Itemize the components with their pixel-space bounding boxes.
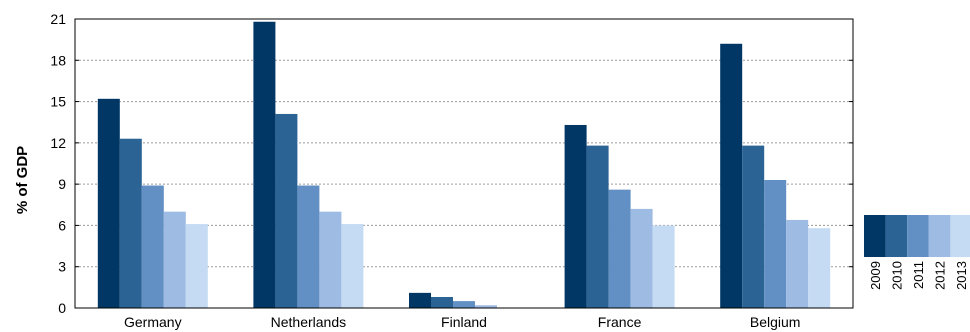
y-tick-label: 0 — [58, 300, 66, 316]
bar-netherlands-2011 — [297, 185, 320, 308]
legend-swatch-2013 — [950, 215, 970, 257]
bar-france-2012 — [630, 208, 653, 308]
bar-belgium-2011 — [764, 180, 787, 308]
bar-netherlands-2013 — [341, 224, 364, 308]
x-category-label: Belgium — [750, 314, 801, 330]
y-tick-label: 6 — [58, 217, 66, 233]
legend-swatch-2010 — [885, 215, 908, 257]
legend-swatch-2009 — [864, 215, 886, 257]
legend-swatch-2012 — [928, 215, 951, 257]
bar-germany-2011 — [141, 185, 164, 308]
x-category-label: Finland — [441, 314, 487, 330]
axes — [74, 18, 854, 309]
bar-germany-2009 — [97, 98, 120, 308]
bar-netherlands-2012 — [319, 211, 342, 308]
legend-label-2009: 2009 — [868, 261, 883, 290]
y-tick-label: 21 — [50, 11, 66, 27]
plot-frame — [74, 18, 854, 309]
legend: 2009 2010 2011 2012 2013 — [864, 215, 970, 290]
bar-finland-2012 — [475, 305, 497, 308]
y-tick-label: 9 — [58, 176, 66, 192]
bar-netherlands-2010 — [275, 113, 298, 308]
bar-germany-2012 — [163, 211, 186, 308]
x-category-label: France — [598, 314, 642, 330]
bar-belgium-2012 — [786, 219, 809, 308]
y-tick-label: 18 — [50, 52, 66, 68]
y-tick-label: 15 — [50, 94, 66, 110]
bar-belgium-2013 — [808, 228, 831, 308]
bar-france-2013 — [652, 225, 675, 308]
bar-france-2011 — [608, 189, 631, 308]
bar-france-2010 — [586, 145, 609, 308]
y-tick-labels: 0 3 6 9 12 15 18 21 — [50, 11, 66, 316]
bar-finland-2011 — [453, 301, 475, 308]
bar-finland-2009 — [409, 292, 431, 308]
legend-label-2010: 2010 — [889, 261, 904, 290]
y-axis-label: % of GDP — [14, 146, 31, 214]
bar-netherlands-2009 — [253, 21, 276, 308]
x-category-labels: Germany Netherlands Finland France Belgium — [124, 314, 800, 330]
legend-label-2013: 2013 — [954, 261, 969, 290]
legend-label-2012: 2012 — [933, 261, 948, 290]
bar-belgium-2010 — [742, 145, 765, 308]
bar-germany-2010 — [119, 138, 142, 308]
bar-france-2009 — [564, 124, 587, 308]
bars — [97, 21, 831, 309]
y-tick-label: 12 — [50, 135, 66, 151]
bar-finland-2010 — [431, 296, 453, 308]
bar-germany-2013 — [185, 224, 208, 308]
legend-label-2011: 2011 — [911, 261, 926, 289]
legend-swatch-2011 — [907, 215, 929, 257]
x-category-label: Netherlands — [271, 314, 347, 330]
y-tick-label: 3 — [58, 259, 66, 275]
bar-belgium-2009 — [720, 43, 743, 309]
x-category-label: Germany — [124, 314, 182, 330]
